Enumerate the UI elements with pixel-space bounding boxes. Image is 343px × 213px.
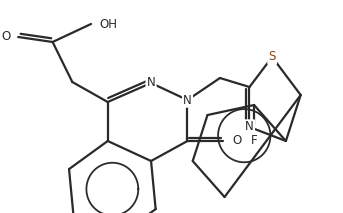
Text: OH: OH: [99, 17, 117, 30]
Text: F: F: [251, 134, 257, 147]
Text: N: N: [245, 121, 254, 134]
Text: N: N: [147, 76, 155, 89]
Text: N: N: [183, 94, 192, 106]
Text: S: S: [269, 50, 276, 63]
Text: O: O: [1, 30, 10, 43]
Text: O: O: [233, 134, 242, 147]
